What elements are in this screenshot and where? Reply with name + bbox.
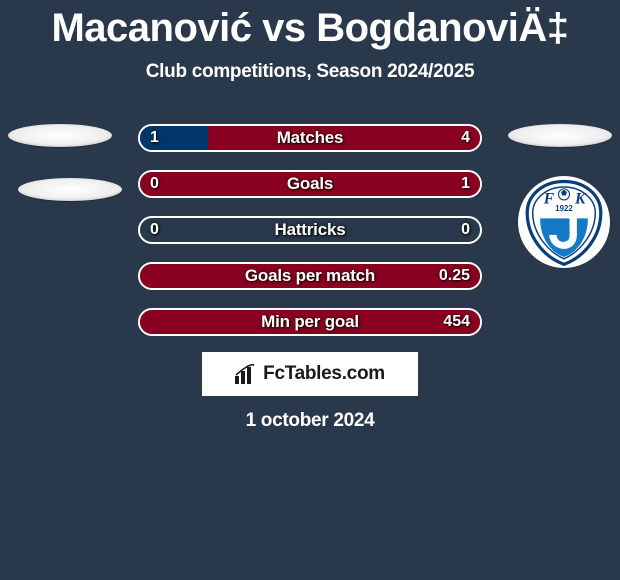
branding-box: FcTables.com (202, 352, 418, 396)
stat-label: Goals (287, 174, 333, 194)
stat-row: 0 1 Goals (138, 170, 482, 198)
bar-chart-icon (235, 364, 257, 384)
player2-name: BogdanoviÄ‡ (316, 6, 568, 50)
stat-value-right: 4 (461, 124, 470, 152)
generated-date: 1 october 2024 (0, 410, 620, 432)
stat-row: 0 0 Hattricks (138, 216, 482, 244)
stat-value-right: 0 (461, 216, 470, 244)
player1-name: Macanović (51, 6, 251, 50)
crest-letter-f: F (543, 191, 555, 208)
stat-value-right: 0.25 (439, 262, 470, 290)
stat-label: Min per goal (261, 312, 359, 332)
player1-avatar-placeholder-2 (18, 178, 122, 201)
stat-label: Hattricks (275, 220, 346, 240)
player1-avatar-placeholder-1 (8, 124, 112, 147)
stat-label: Goals per match (245, 266, 375, 286)
stat-value-right: 454 (443, 308, 470, 336)
comparison-title: Macanović vs BogdanoviÄ‡ (0, 0, 620, 51)
club-crest: F K 1922 (518, 176, 610, 268)
stat-row: 454 Min per goal (138, 308, 482, 336)
stats-block: 1 4 Matches 0 1 Goals 0 0 Hattricks 0.25 Goals per… (138, 124, 482, 354)
subtitle: Club competitions, Season 2024/2025 (0, 61, 620, 83)
club-crest-svg: F K 1922 (518, 176, 610, 268)
stat-value-left: 0 (150, 216, 159, 244)
branding-text: FcTables.com (263, 363, 385, 385)
crest-letter-k: K (574, 191, 587, 208)
stat-label: Matches (277, 128, 344, 148)
crest-year: 1922 (555, 204, 573, 213)
vs-text: vs (262, 6, 306, 50)
stat-row: 0.25 Goals per match (138, 262, 482, 290)
stat-row: 1 4 Matches (138, 124, 482, 152)
stat-value-left: 0 (150, 170, 159, 198)
stat-value-left: 1 (150, 124, 159, 152)
stat-value-right: 1 (461, 170, 470, 198)
player2-avatar-placeholder (508, 124, 612, 147)
